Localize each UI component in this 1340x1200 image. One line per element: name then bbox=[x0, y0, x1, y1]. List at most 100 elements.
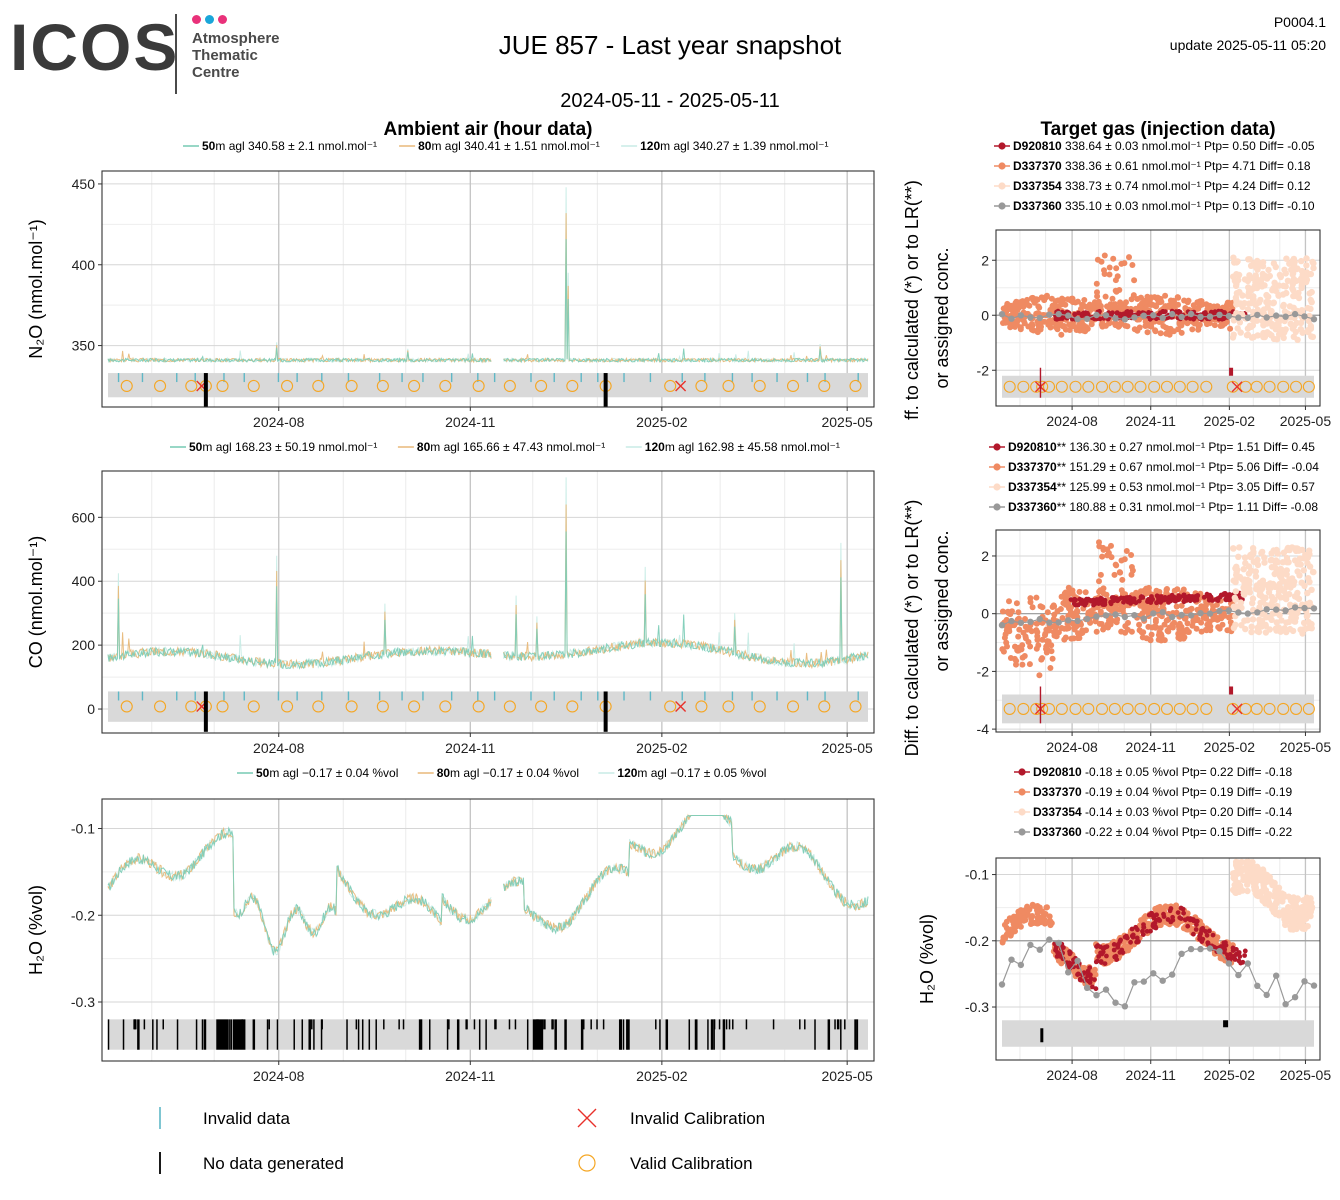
target-point bbox=[1096, 578, 1102, 585]
target-point bbox=[1303, 912, 1311, 920]
target-point bbox=[1155, 607, 1161, 614]
valid-calibration-marker bbox=[722, 700, 735, 713]
target-point bbox=[1273, 619, 1280, 626]
valid-calibration-marker bbox=[1134, 380, 1147, 393]
target-point bbox=[1236, 544, 1243, 551]
legend-entry: D337370 338.36 ± 0.61 nmol.mol⁻¹ Ptp= 4.… bbox=[1013, 159, 1311, 173]
target-point bbox=[1140, 932, 1146, 937]
target-point bbox=[1290, 926, 1297, 933]
legend-point-swatch bbox=[1018, 768, 1026, 776]
target-point bbox=[1305, 575, 1312, 582]
target-point bbox=[1176, 620, 1183, 627]
target-point bbox=[1034, 920, 1041, 927]
legend-stats: ** 151.29 ± 0.67 nmol.mol⁻¹ Ptp= 5.06 Di… bbox=[1057, 460, 1320, 474]
target-point bbox=[1041, 910, 1048, 917]
target-point bbox=[1264, 329, 1271, 336]
target-point bbox=[1309, 568, 1317, 576]
n2o-ambient-ylabel: N₂O (nmol.mol⁻¹) bbox=[26, 219, 46, 359]
legend-point-swatch bbox=[993, 463, 1001, 471]
target-point bbox=[1128, 939, 1133, 945]
target-point bbox=[1125, 619, 1131, 626]
target-point bbox=[1110, 255, 1117, 262]
valid-calibration-marker bbox=[1121, 702, 1134, 715]
target-point bbox=[1198, 628, 1205, 635]
legend-entry: 50m agl 168.23 ± 50.19 nmol.mol⁻¹ bbox=[189, 440, 377, 454]
target-point bbox=[1169, 593, 1174, 599]
target-point bbox=[1206, 618, 1213, 625]
logo-subtitle-line: Centre bbox=[192, 64, 240, 81]
target-legend: D920810** 136.30 ± 0.27 nmol.mol⁻¹ Ptp= … bbox=[989, 440, 1319, 514]
target-point bbox=[1000, 648, 1007, 655]
target-point bbox=[1178, 905, 1184, 911]
y-tick-label: -0.2 bbox=[71, 907, 95, 923]
target-point bbox=[1283, 255, 1290, 262]
legend-entry: 80m agl −0.17 ± 0.04 %vol bbox=[437, 766, 579, 780]
target-point bbox=[1024, 301, 1031, 308]
target-point bbox=[1098, 595, 1104, 601]
h2o_target-panel: -0.3 -0.2 -0.1 2024-08 2024-11 2025-02 2025-05 bbox=[965, 858, 1331, 1083]
target-point bbox=[1269, 580, 1277, 588]
x-tick-label: 2024-08 bbox=[1046, 739, 1098, 755]
target-point bbox=[1244, 887, 1251, 895]
y-tick-label: 450 bbox=[72, 176, 96, 192]
target-point bbox=[1017, 923, 1024, 930]
target-point bbox=[1098, 950, 1103, 956]
valid-calibration-marker bbox=[849, 700, 862, 713]
target-point bbox=[1180, 629, 1187, 636]
valid-calibration-marker bbox=[664, 700, 677, 713]
invalid-calibration-marker bbox=[1231, 381, 1243, 393]
logo-dot-icon bbox=[205, 15, 214, 24]
target-point bbox=[1001, 934, 1008, 941]
target-point bbox=[1276, 572, 1284, 580]
target-point bbox=[1244, 587, 1251, 594]
target-point bbox=[1243, 332, 1251, 339]
target-point bbox=[1104, 944, 1110, 949]
target-point bbox=[1068, 635, 1075, 642]
target-point bbox=[1108, 601, 1114, 607]
h2o-ambient-ylabel: H₂O (%vol) bbox=[26, 885, 46, 975]
legend-height: 80 bbox=[437, 766, 451, 780]
target-point bbox=[1152, 328, 1159, 335]
target-point bbox=[1292, 292, 1299, 299]
bottom-legend: Invalid data No data generated Invalid Cal… bbox=[159, 1107, 765, 1174]
target-point bbox=[1123, 548, 1130, 554]
target-point bbox=[1234, 325, 1241, 332]
target-point bbox=[1097, 571, 1104, 578]
target-point bbox=[1125, 947, 1132, 954]
legend-height: 120 bbox=[640, 139, 660, 153]
target-point bbox=[1007, 655, 1014, 661]
target-point bbox=[1218, 592, 1224, 598]
no-data-bar bbox=[1040, 1028, 1044, 1043]
target-point bbox=[1112, 954, 1118, 960]
legend-cylinder-id: D337354 bbox=[1033, 805, 1082, 819]
target-point bbox=[1033, 645, 1040, 652]
target-point bbox=[1129, 926, 1135, 932]
target-point bbox=[1037, 320, 1044, 327]
valid-calibration-marker bbox=[247, 379, 260, 393]
target-point bbox=[1300, 897, 1307, 904]
target-point bbox=[1254, 257, 1261, 265]
target-point bbox=[1236, 300, 1244, 308]
target-point bbox=[1163, 586, 1170, 593]
target-point bbox=[1153, 587, 1160, 594]
target-point bbox=[1307, 908, 1315, 916]
target-point bbox=[1280, 303, 1287, 310]
target-point bbox=[1095, 958, 1100, 964]
target-point bbox=[1233, 279, 1240, 286]
valid-calibration-marker bbox=[1003, 702, 1016, 715]
legend-entry: D337370** 151.29 ± 0.67 nmol.mol⁻¹ Ptp= … bbox=[1008, 460, 1319, 474]
valid-calibration-marker bbox=[345, 700, 358, 713]
target-point bbox=[1208, 594, 1214, 600]
valid-calibration-marker bbox=[1108, 702, 1121, 715]
target-point bbox=[1039, 604, 1046, 611]
valid-calibration-marker bbox=[439, 379, 452, 393]
valid-calibration-marker bbox=[1302, 380, 1315, 393]
target-point bbox=[1296, 277, 1304, 284]
target-point bbox=[1097, 303, 1104, 310]
target-point bbox=[1190, 617, 1197, 624]
target-point bbox=[1181, 910, 1186, 916]
target-point bbox=[1200, 603, 1207, 610]
target-point bbox=[1073, 602, 1078, 608]
target-point bbox=[1111, 942, 1117, 947]
y-tick-label: -2 bbox=[977, 663, 990, 679]
